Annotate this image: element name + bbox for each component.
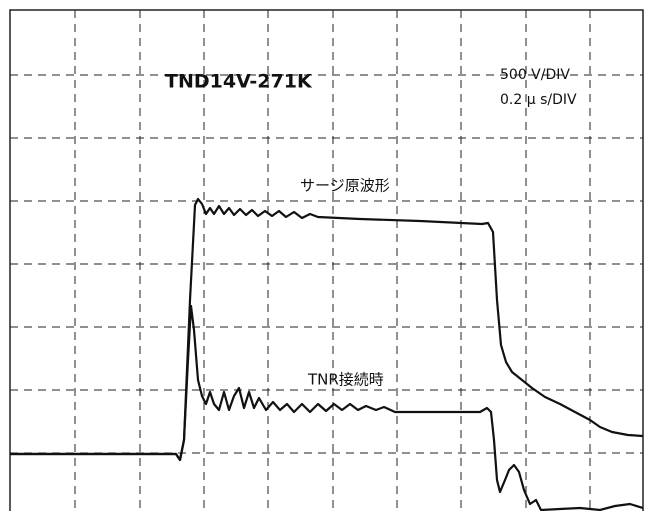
title: TND14V-271K	[165, 71, 313, 93]
grid	[10, 10, 643, 511]
surge-trace	[10, 197, 644, 462]
screen-border	[9, 9, 644, 511]
trace-label: TNR接続時	[307, 371, 384, 389]
voltage-scale: 500 V/DIV	[500, 67, 570, 83]
time-scale: 0.2 μ s/DIV	[500, 92, 577, 108]
trace-label: サージ原波形	[300, 177, 390, 195]
tnr-trace	[10, 304, 644, 511]
